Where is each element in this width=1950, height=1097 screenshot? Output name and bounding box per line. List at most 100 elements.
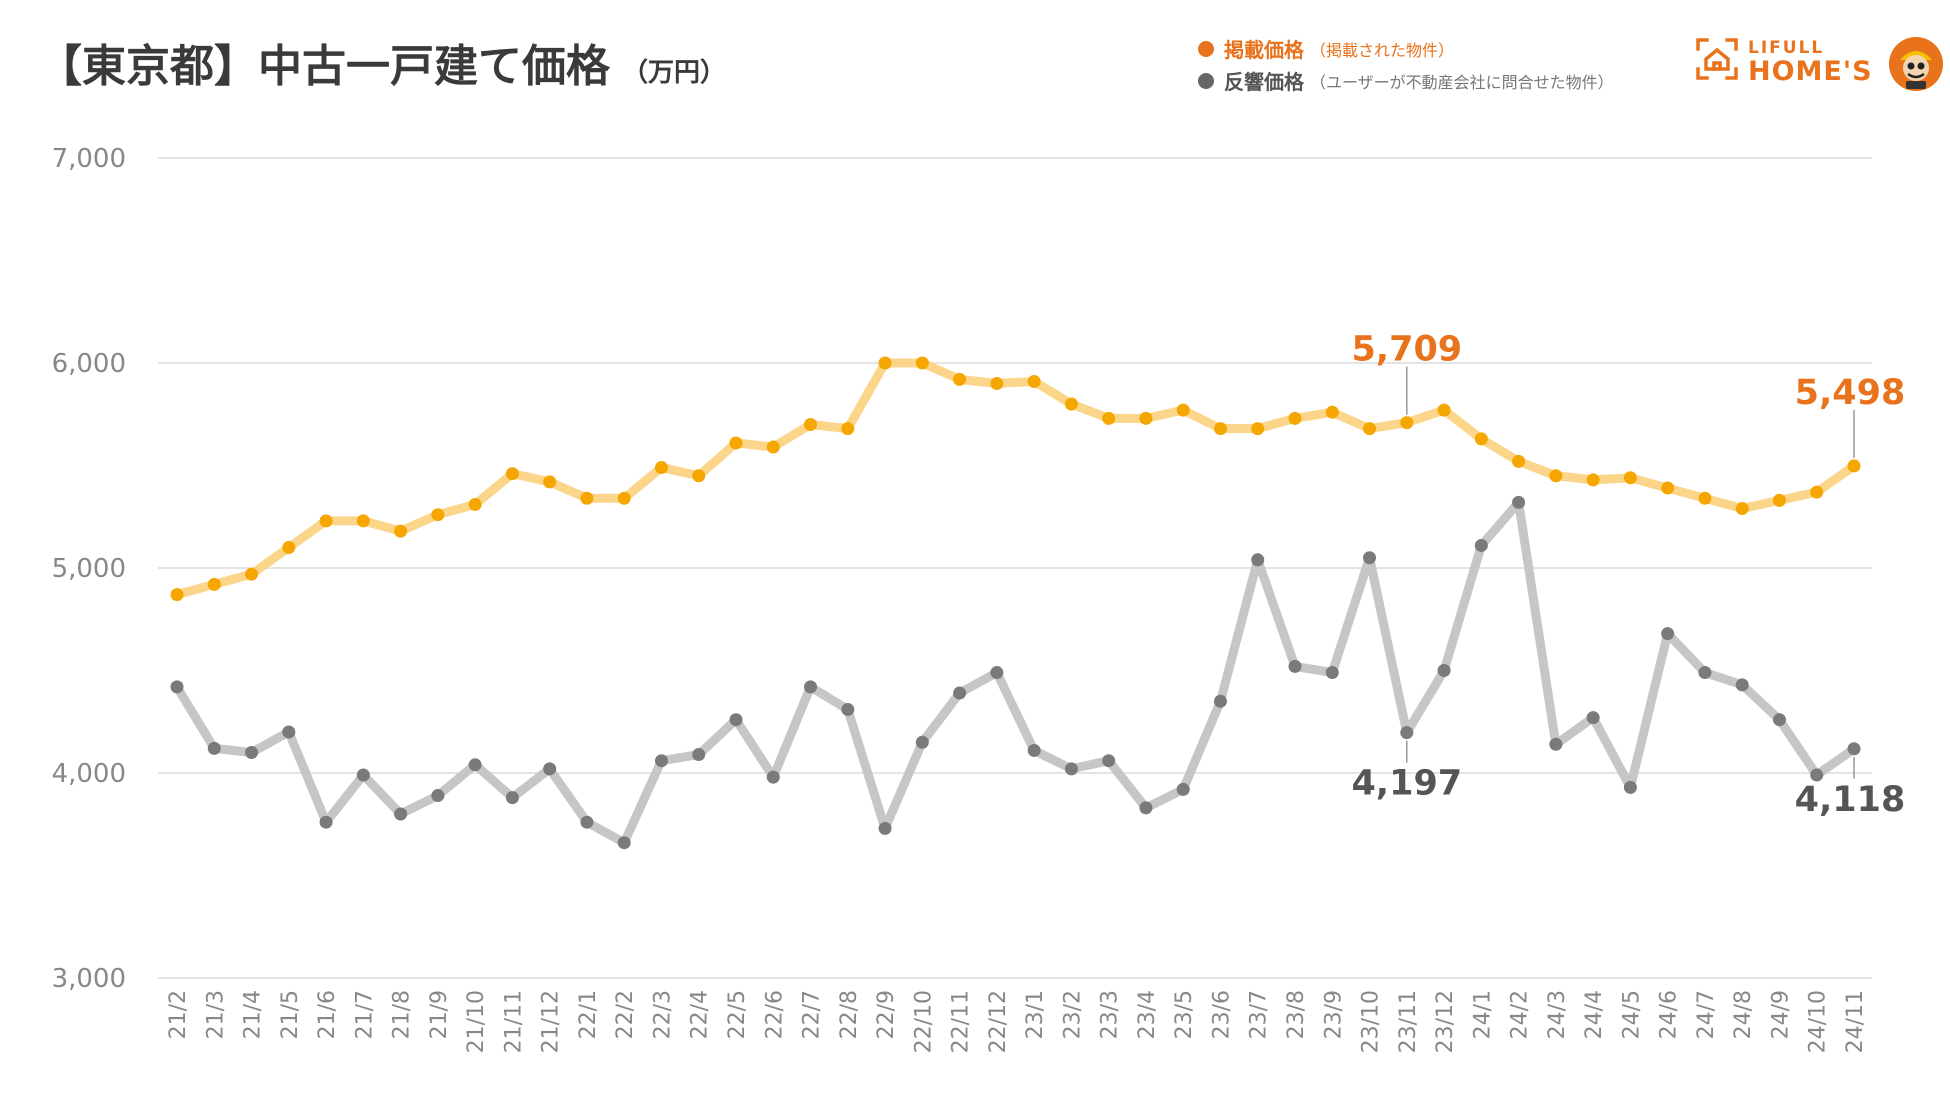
data-point-inquiry [692,748,706,762]
x-tick-label: 21/5 [278,990,303,1039]
data-point-listing [1549,469,1563,483]
data-point-inquiry [1437,664,1451,677]
x-tick-label: 24/3 [1545,990,1570,1039]
data-point-listing [617,491,631,505]
series-line-inquiry [172,497,1859,848]
data-point-listing [431,508,445,522]
data-point-listing [953,372,967,386]
data-point-listing [1661,481,1675,495]
data-point-listing [1810,485,1824,499]
house-frame-icon [1696,38,1738,80]
x-tick-label: 24/8 [1731,990,1756,1039]
legend-name-inquiry: 反響価格 [1224,70,1304,94]
x-tick-label: 22/9 [874,990,899,1039]
x-tick-label: 22/11 [949,990,974,1053]
data-point-inquiry [394,807,408,821]
legend-item-listing: 掲載価格 （掲載された物件） [1198,34,1454,63]
data-point-inquiry [1139,801,1153,815]
data-point-inquiry [468,758,482,772]
data-point-listing [1437,403,1451,417]
data-point-listing [468,497,482,511]
data-point-inquiry [915,735,929,749]
data-point-inquiry [841,702,855,716]
data-point-listing [543,475,557,489]
data-point-listing [1325,405,1339,419]
x-tick-label: 22/3 [650,990,675,1039]
x-tick-label: 23/10 [1359,990,1384,1053]
x-tick-label: 23/12 [1433,990,1458,1053]
data-point-listing [1027,374,1041,388]
data-point-listing [580,491,594,505]
x-tick-label: 22/2 [613,990,638,1039]
x-tick-label: 22/1 [576,990,601,1039]
data-point-inquiry [1512,495,1526,509]
grid-layer [158,157,1872,979]
x-tick-label: 21/12 [539,990,564,1053]
data-point-inquiry [1698,666,1712,680]
brand-lifull: LIFULL [1748,38,1825,58]
data-point-listing [1288,411,1302,425]
data-point-inquiry [1623,780,1637,794]
x-tick-label: 24/4 [1582,990,1607,1039]
x-tick-label: 23/3 [1098,990,1123,1039]
mascot-icon [1889,37,1943,91]
x-tick-label: 22/7 [800,990,825,1039]
data-point-listing [505,467,519,481]
data-point-inquiry [990,666,1004,680]
y-tick-label: 3,000 [52,964,126,994]
x-tick-label: 24/7 [1694,990,1719,1039]
data-point-listing [1735,502,1749,516]
data-label: 5,498 [1795,373,1906,413]
series-layer [170,356,1861,850]
unit-label: （万円） [622,58,727,88]
data-point-listing [356,514,370,528]
legend-item-inquiry: 反響価格 （ユーザーが不動産会社に問合せた物件） [1198,66,1614,95]
data-point-listing [1251,422,1265,436]
data-point-listing [729,436,743,450]
x-tick-label: 23/5 [1172,990,1197,1039]
data-point-inquiry [1735,678,1749,692]
annotation-layer: 5,709 5,498 4,197 4,118 [1351,330,1905,820]
data-point-inquiry [878,821,892,835]
y-tick-label: 7,000 [52,144,126,174]
x-tick-label: 21/8 [390,990,415,1039]
data-point-listing [804,418,818,431]
data-point-inquiry [207,741,221,755]
data-point-listing [692,469,706,483]
data-point-inquiry [245,746,259,759]
data-point-inquiry [1102,754,1116,768]
data-label: 5,709 [1351,330,1462,370]
x-tick-label: 23/6 [1209,990,1234,1039]
x-tick-label: 22/5 [725,990,750,1039]
data-point-inquiry [1772,713,1786,727]
data-point-inquiry [1474,538,1488,552]
x-tick-label: 24/10 [1806,990,1831,1053]
x-tick-label: 22/12 [986,990,1011,1053]
x-tick-label: 23/11 [1396,990,1421,1053]
data-point-listing [1512,454,1526,468]
data-point-listing [1363,422,1377,436]
lifull-homes-logo: LIFULL HOME'S [1696,36,1916,96]
x-tick-label: 22/6 [762,990,787,1039]
series-line-listing [172,358,1859,600]
data-point-inquiry [1027,743,1041,757]
data-point-inquiry [1288,659,1302,673]
x-tick-label: 21/2 [166,990,191,1039]
x-tick-label: 24/6 [1657,990,1682,1039]
x-tick-label: 22/8 [837,990,862,1039]
data-point-inquiry [953,686,967,700]
data-point-listing [1698,491,1712,505]
data-point-inquiry [282,725,296,739]
data-point-inquiry [766,770,780,784]
title-text: 【東京都】中古一戸建て価格 [38,41,610,92]
data-point-inquiry [1213,694,1227,708]
data-point-inquiry [1661,627,1675,641]
data-point-listing [207,577,221,591]
data-point-listing [1474,432,1488,446]
x-tick-label: 23/4 [1135,990,1160,1039]
data-point-listing [878,356,892,370]
data-point-listing [245,567,259,581]
y-tick-label: 4,000 [52,759,126,789]
data-point-listing [1586,473,1600,487]
